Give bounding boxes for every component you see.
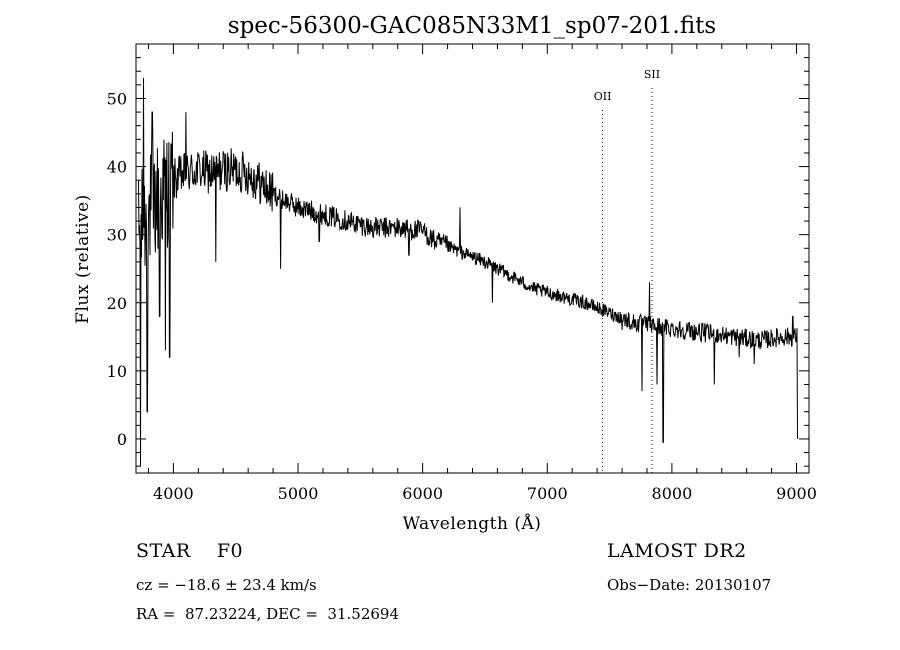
line-marker-label: SII [644, 68, 660, 81]
y-tick-label: 0 [117, 430, 127, 449]
axis-ticks [136, 44, 809, 473]
y-tick-label: 20 [107, 294, 127, 313]
y-tick-label: 50 [107, 89, 127, 108]
y-tick-label: 30 [107, 226, 127, 245]
spectrum-line [138, 77, 798, 467]
x-tick-label: 8000 [652, 484, 693, 503]
emission-line-markers: OII SII [594, 68, 660, 473]
x-tick-label: 6000 [402, 484, 443, 503]
x-tick-label: 4000 [153, 484, 194, 503]
x-axis-label: Wavelength (Å) [403, 513, 542, 534]
x-tick-label: 7000 [527, 484, 568, 503]
y-tick-label: 10 [107, 362, 127, 381]
object-type: STAR F0 [136, 540, 244, 562]
ra-dec-coordinates: RA = 87.23224, DEC = 31.52694 [136, 605, 400, 623]
survey-name: LAMOST DR2 [607, 540, 747, 562]
x-tick-label: 9000 [776, 484, 817, 503]
chart-title: spec-56300-GAC085N33M1_sp07-201.fits [228, 13, 716, 39]
line-marker-label: OII [594, 90, 612, 103]
x-tick-label: 5000 [278, 484, 319, 503]
y-axis-label: Flux (relative) [73, 194, 93, 324]
axis-tick-labels: 4000 5000 6000 7000 8000 9000 0 10 20 30 40 50 [107, 89, 817, 503]
y-tick-label: 40 [107, 158, 127, 177]
redshift-velocity: cz = −18.6 ± 23.4 km/s [136, 576, 317, 594]
observation-date: Obs−Date: 20130107 [607, 576, 772, 594]
